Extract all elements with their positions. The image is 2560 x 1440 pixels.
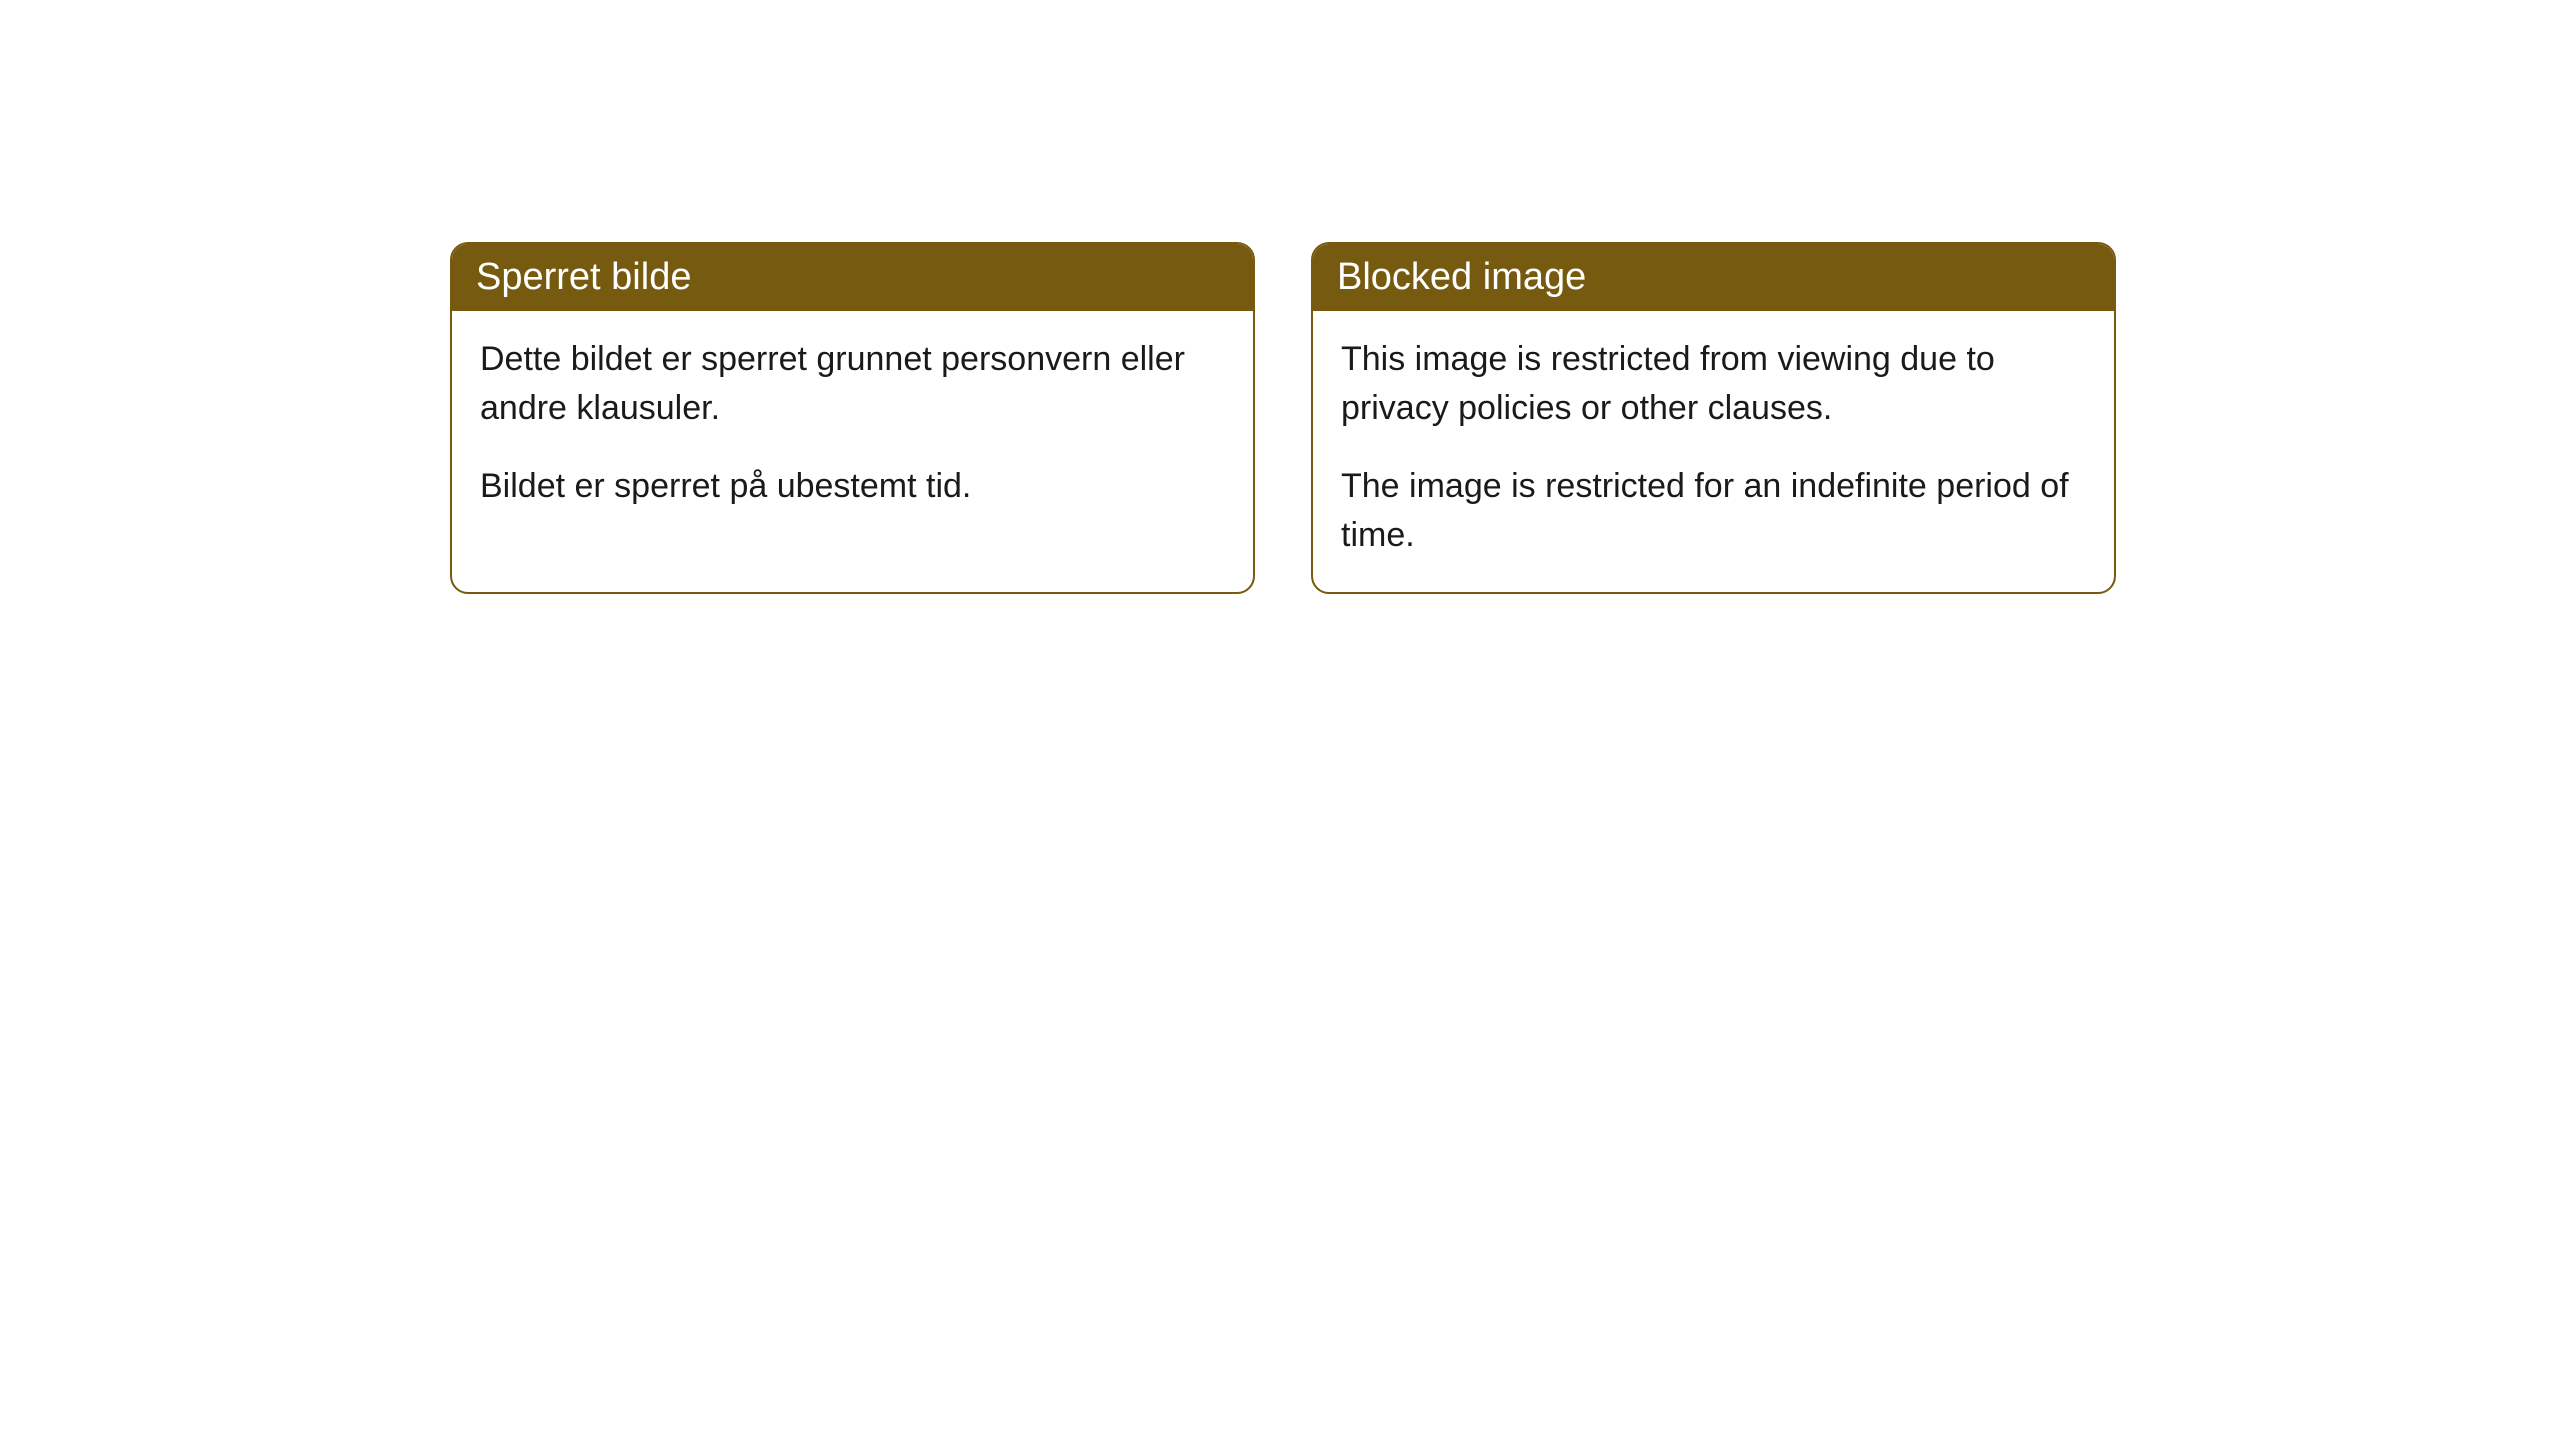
- card-body: This image is restricted from viewing du…: [1313, 311, 2114, 592]
- card-body: Dette bildet er sperret grunnet personve…: [452, 311, 1253, 543]
- card-text-2: Bildet er sperret på ubestemt tid.: [480, 462, 1225, 511]
- blocked-image-card-norwegian: Sperret bilde Dette bildet er sperret gr…: [450, 242, 1255, 594]
- card-text-2: The image is restricted for an indefinit…: [1341, 462, 2086, 561]
- cards-container: Sperret bilde Dette bildet er sperret gr…: [450, 242, 2560, 594]
- card-text-1: Dette bildet er sperret grunnet personve…: [480, 335, 1225, 434]
- blocked-image-card-english: Blocked image This image is restricted f…: [1311, 242, 2116, 594]
- card-header: Sperret bilde: [452, 244, 1253, 311]
- card-header: Blocked image: [1313, 244, 2114, 311]
- card-text-1: This image is restricted from viewing du…: [1341, 335, 2086, 434]
